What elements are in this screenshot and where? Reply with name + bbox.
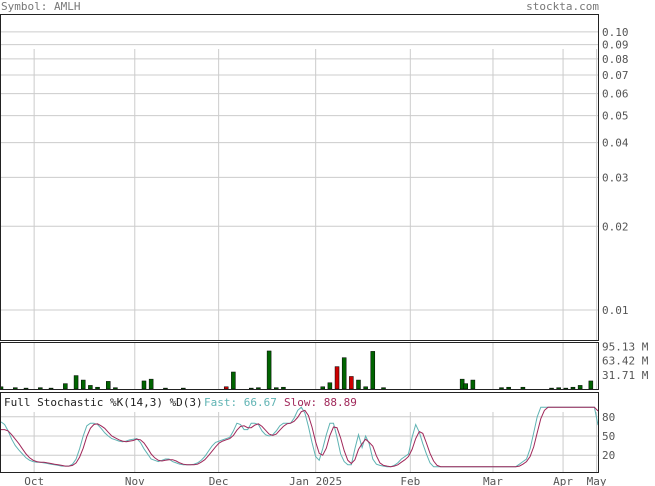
- volume-tick-label: 63.42 M: [602, 355, 649, 368]
- panel-frame: [0, 14, 599, 341]
- volume-bar: [381, 387, 386, 390]
- panel-frame: [0, 342, 599, 390]
- stochastic-panel: Full Stochastic %K(14,3) %D(3) Fast: 66.…: [0, 396, 599, 468]
- volume-bar: [80, 379, 86, 390]
- volume-bar: [73, 375, 79, 390]
- volume-bar: [570, 386, 576, 390]
- volume-bar: [248, 387, 254, 390]
- volume-bar: [341, 357, 347, 390]
- price-tick-label: 0.04: [602, 137, 629, 150]
- volume-bar: [577, 385, 583, 390]
- price-tick-label: 0.10: [602, 26, 629, 39]
- volume-bar: [470, 379, 476, 390]
- volume-bar: [463, 383, 468, 390]
- price-tick-label: 0.05: [602, 110, 629, 123]
- volume-bar: [148, 378, 154, 390]
- volume-bar: [520, 386, 526, 390]
- volume-tick-label: 95.13 M: [602, 340, 649, 353]
- volume-bar: [370, 351, 376, 390]
- volume-bar: [274, 387, 279, 390]
- volume-bar: [95, 386, 100, 390]
- volume-bar: [113, 387, 118, 390]
- volume-bar: [563, 387, 569, 390]
- x-tick-label: Apr: [553, 475, 573, 486]
- volume-bar: [363, 386, 368, 390]
- volume-bar: [231, 371, 236, 390]
- volume-bar: [256, 387, 261, 390]
- stochastic-tick-label: 50: [602, 430, 615, 443]
- volume-bar: [499, 387, 504, 390]
- volume-panel: [0, 350, 594, 390]
- site-label: stockta.com: [526, 0, 599, 13]
- stochastic-slow-line: [1, 406, 599, 468]
- volume-bar: [327, 382, 333, 390]
- panel-frame: [0, 392, 599, 473]
- volume-bar: [266, 350, 272, 390]
- price-tick-label: 0.09: [602, 39, 629, 52]
- x-tick-label: Dec: [209, 475, 229, 486]
- grid-layer: [0, 31, 599, 472]
- x-tick-label: Feb: [400, 475, 420, 486]
- volume-bar: [349, 376, 354, 390]
- price-tick-label: 0.02: [602, 220, 629, 233]
- x-tick-label: May: [587, 475, 607, 486]
- price-tick-label: 0.01: [602, 304, 629, 317]
- volume-bar: [38, 387, 43, 390]
- volume-bar: [63, 383, 68, 390]
- volume-bar: [141, 380, 147, 390]
- volume-bar: [556, 387, 561, 390]
- axis-labels: Oct Nov Dec Jan 2025 Feb Mar Apr May0.100.090.0…: [24, 26, 649, 486]
- x-tick-label: Oct: [24, 475, 44, 486]
- price-tick-label: 0.08: [602, 53, 629, 66]
- stochastic-title: Full Stochastic %K(14,3) %D(3): [4, 396, 203, 409]
- x-tick-label: Jan 2025: [289, 475, 342, 486]
- volume-bar: [356, 379, 361, 390]
- volume-bar: [588, 380, 594, 390]
- volume-bar: [88, 385, 93, 390]
- volume-bar: [320, 386, 325, 390]
- stochastic-fast-line: [0, 406, 599, 468]
- volume-bar: [13, 387, 18, 390]
- price-tick-label: 0.07: [602, 69, 629, 82]
- volume-bar: [281, 386, 286, 390]
- symbol-label: Symbol: AMLH: [1, 0, 80, 13]
- stochastic-fast-label: Fast: 66.67: [204, 396, 277, 409]
- price-tick-label: 0.03: [602, 171, 629, 184]
- stochastic-tick-label: 80: [602, 411, 615, 424]
- stochastic-tick-label: 20: [602, 449, 615, 462]
- volume-bar: [549, 387, 554, 390]
- volume-bar: [163, 387, 168, 390]
- volume-bar: [181, 387, 186, 390]
- stochastic-slow-label: Slow: 88.89: [284, 396, 357, 409]
- volume-bar: [23, 387, 29, 390]
- volume-bar: [223, 386, 229, 390]
- volume-tick-label: 31.71 M: [602, 369, 649, 382]
- volume-bar: [48, 387, 54, 390]
- volume-bar: [506, 386, 511, 390]
- frame-layer: [0, 14, 599, 473]
- x-tick-label: Nov: [125, 475, 145, 486]
- volume-bar: [334, 366, 340, 390]
- volume-bar: [105, 381, 111, 390]
- x-tick-label: Mar: [483, 475, 503, 486]
- price-tick-label: 0.06: [602, 88, 629, 101]
